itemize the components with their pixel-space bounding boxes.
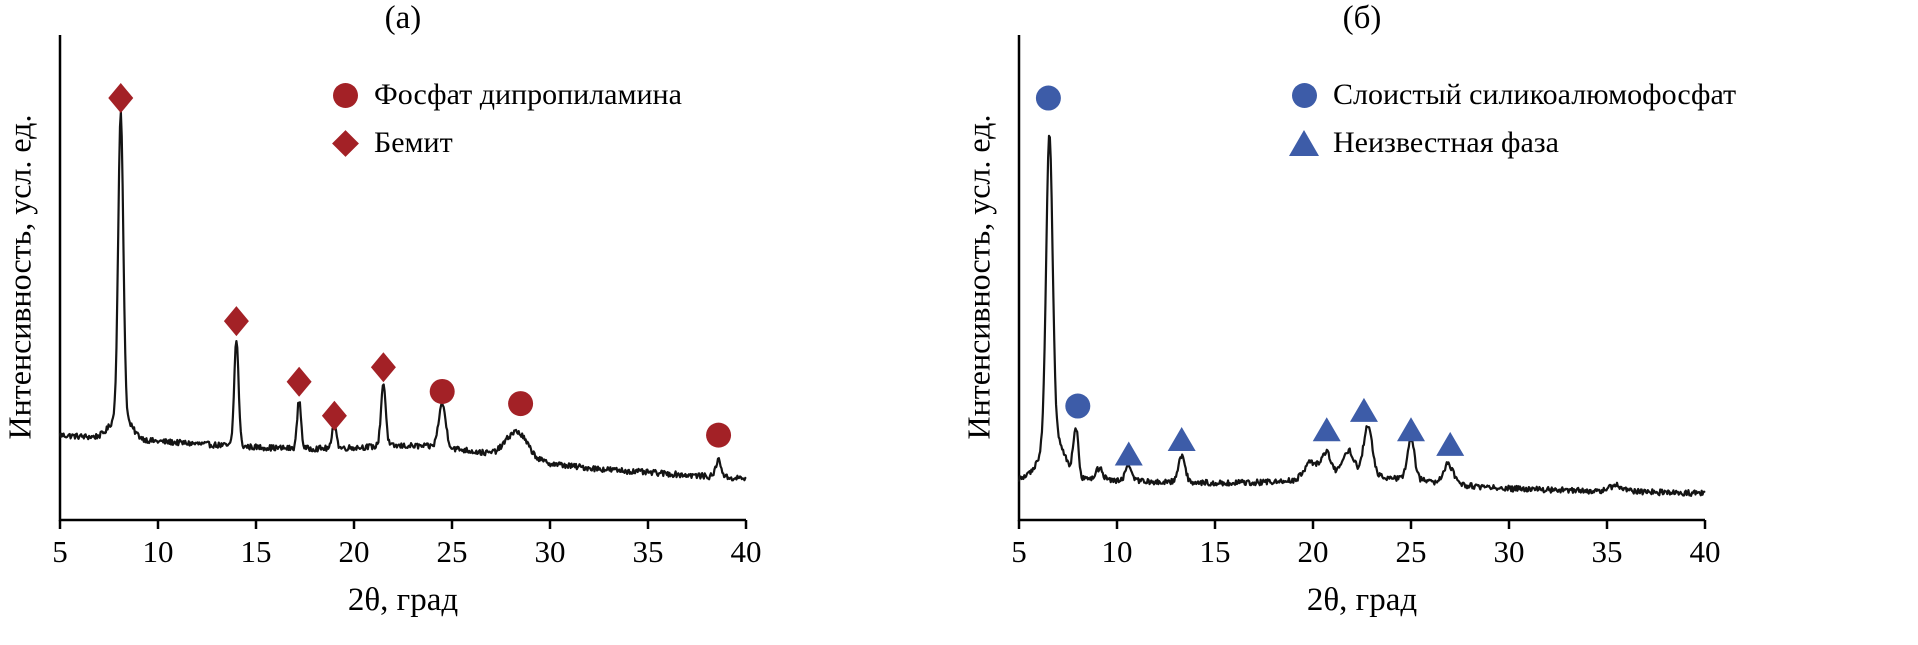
panel-b-x-axis-label: 2θ, град — [1306, 582, 1418, 618]
svg-text:25: 25 — [1396, 534, 1427, 569]
svg-text:15: 15 — [1200, 534, 1231, 569]
panel-a-legend: Фосфат дипропиламина Бемит — [330, 78, 682, 160]
svg-text:5: 5 — [1011, 534, 1027, 569]
panel-a-x-axis-label: 2θ, град — [347, 582, 459, 618]
panel-a-title: (а) — [384, 0, 422, 36]
legend-item-boehmite: Бемит — [330, 126, 682, 160]
triangle-marker-icon — [1289, 128, 1319, 158]
svg-text:35: 35 — [1592, 534, 1623, 569]
svg-text:20: 20 — [339, 534, 370, 569]
svg-text:35: 35 — [633, 534, 664, 569]
circle-marker-icon — [1289, 80, 1319, 110]
xrd-plot-a: 5 10 15 20 25 30 35 40 — [52, 35, 762, 569]
legend-item-silicoaluminophosphate: Слоистый силикоалюмофосфат — [1289, 78, 1736, 112]
svg-text:40: 40 — [1690, 534, 1721, 569]
legend-item-phosphate: Фосфат дипропиламина — [330, 78, 682, 112]
legend-label: Бемит — [374, 126, 453, 159]
legend-label: Фосфат дипропиламина — [374, 78, 682, 111]
panel-a-y-axis-label: Интенсивность, усл. ед. — [1, 114, 38, 440]
panel-b-title: (б) — [1342, 0, 1382, 36]
svg-text:10: 10 — [1102, 534, 1133, 569]
svg-text:30: 30 — [535, 534, 566, 569]
svg-text:15: 15 — [241, 534, 272, 569]
svg-text:20: 20 — [1298, 534, 1329, 569]
svg-text:25: 25 — [437, 534, 468, 569]
svg-text:5: 5 — [52, 534, 68, 569]
panel-b-y-axis-label: Интенсивность, усл. ед. — [960, 114, 997, 440]
svg-text:30: 30 — [1494, 534, 1525, 569]
svg-text:40: 40 — [731, 534, 762, 569]
panel-b: 5 10 15 20 25 30 35 40 (б) Интенсивность, усл. … — [959, 0, 1918, 645]
circle-marker-icon — [330, 80, 360, 110]
panel-a: 5 10 15 20 25 30 35 40 (а) Интенсивность, усл. … — [1, 0, 762, 618]
diamond-marker-icon — [330, 128, 360, 158]
legend-item-unknown-phase: Неизвестная фаза — [1289, 126, 1736, 160]
xrd-plot-b: 5 10 15 20 25 30 35 40 — [1011, 35, 1721, 569]
legend-label: Слоистый силикоалюмофосфат — [1333, 78, 1737, 111]
legend-label: Неизвестная фаза — [1333, 126, 1559, 159]
panel-b-legend: Слоистый силикоалюмофосфат Неизвестная ф… — [1289, 78, 1736, 160]
svg-text:10: 10 — [143, 534, 174, 569]
